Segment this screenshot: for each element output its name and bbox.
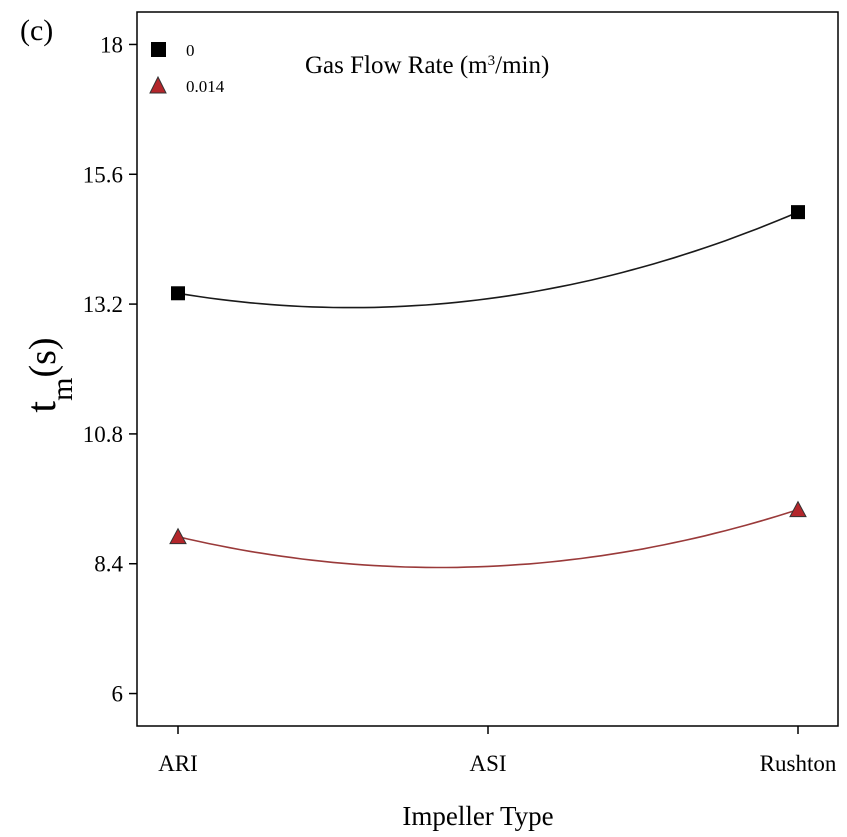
- legend-title-post: /min): [495, 52, 549, 79]
- legend-marker-triangle: [149, 75, 167, 94]
- legend-title-pre: Gas Flow Rate (m: [305, 52, 488, 79]
- x-tick-label: ASI: [469, 751, 506, 776]
- y-tick-label: 6: [112, 682, 124, 707]
- y-axis: 6 8.4 10.8 13.2 15.6 18: [83, 32, 137, 707]
- y-tick-label: 8.4: [94, 552, 123, 577]
- legend-marker-square: [151, 42, 166, 57]
- y-tick-label: 15.6: [83, 162, 123, 187]
- panel-label: (c): [20, 14, 53, 47]
- series-marker-square: [791, 205, 805, 220]
- series-curves: [177, 211, 799, 569]
- x-axis-label: Impeller Type: [402, 801, 553, 831]
- y-axis-label-main: t: [19, 401, 65, 413]
- x-tick-label: Rushton: [760, 751, 837, 776]
- y-tick-label: 10.8: [83, 422, 123, 447]
- legend: Gas Flow Rate (m3/min) 0 0.014: [149, 41, 549, 96]
- series-marker-triangle: [169, 527, 187, 545]
- y-axis-label-unit: (s): [22, 337, 64, 377]
- x-axis: ARI ASI Rushton: [158, 726, 837, 776]
- legend-title-sup: 3: [488, 53, 496, 69]
- series-curve-0: [177, 211, 799, 309]
- legend-title: Gas Flow Rate (m3/min): [305, 52, 549, 79]
- x-tick-label: ARI: [158, 751, 198, 776]
- y-axis-label: tm(s): [19, 337, 79, 412]
- y-tick-label: 13.2: [83, 292, 123, 317]
- series-markers: [169, 205, 807, 545]
- y-axis-label-sub: m: [46, 378, 79, 401]
- y-tick-label: 18: [100, 32, 123, 57]
- plot-frame: [136, 11, 839, 727]
- legend-label: 0: [186, 41, 195, 60]
- legend-label: 0.014: [186, 77, 225, 96]
- series-curve-1: [177, 508, 799, 569]
- series-marker-square: [171, 286, 185, 301]
- series-marker-triangle: [789, 500, 807, 518]
